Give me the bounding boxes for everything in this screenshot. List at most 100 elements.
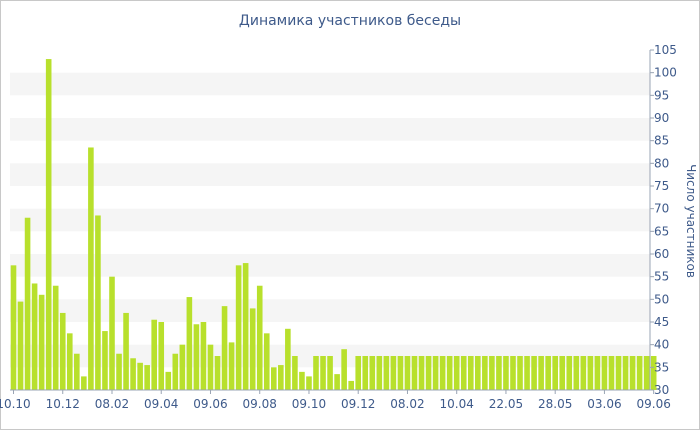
bar xyxy=(475,356,481,390)
bar xyxy=(207,344,214,390)
x-axis: 10.10 10.12 08.02 09.04 09.06 09.08 09.10 09.12… xyxy=(0,389,671,411)
y-tick-label: 70 xyxy=(654,202,669,216)
bar xyxy=(165,371,172,390)
x-tick-label: 10.12 xyxy=(46,397,80,411)
bar xyxy=(88,147,94,390)
bar xyxy=(52,285,59,390)
y-tick-label: 35 xyxy=(654,360,669,374)
bar xyxy=(397,356,404,390)
x-tick-label: 28.05 xyxy=(538,397,572,411)
bar xyxy=(172,353,179,390)
x-tick-label: 10.04 xyxy=(440,397,474,411)
bar xyxy=(566,356,573,390)
bar xyxy=(446,356,453,390)
bar xyxy=(355,356,362,390)
bar xyxy=(66,333,73,390)
y-tick-label: 40 xyxy=(654,338,669,352)
y-tick-label: 80 xyxy=(654,156,669,170)
bar xyxy=(193,324,200,390)
x-tick-label: 09.08 xyxy=(243,397,277,411)
x-tick-label: 03.06 xyxy=(587,397,621,411)
y-tick-label: 105 xyxy=(654,43,677,57)
bar xyxy=(460,356,467,390)
grid-band xyxy=(10,299,650,322)
bar xyxy=(45,59,52,390)
bar xyxy=(271,367,277,390)
bar xyxy=(559,356,566,390)
y-tick-label: 85 xyxy=(654,134,669,148)
y-tick-label: 60 xyxy=(654,247,669,261)
bar xyxy=(601,356,608,390)
bar xyxy=(594,356,601,390)
bar xyxy=(580,356,587,390)
bar xyxy=(545,356,551,390)
x-tick-label: 09.06 xyxy=(637,397,671,411)
bar xyxy=(109,276,115,390)
bar xyxy=(313,356,319,390)
bar xyxy=(235,265,242,390)
bar xyxy=(650,356,657,390)
chart-title: Динамика участников беседы xyxy=(238,13,462,29)
grid-bands xyxy=(10,72,650,368)
grid-band xyxy=(10,208,650,232)
y-tick-label: 90 xyxy=(654,111,669,125)
y-tick-label: 65 xyxy=(654,224,669,238)
bar xyxy=(425,356,432,390)
grid-band xyxy=(10,163,650,186)
bar xyxy=(404,356,411,390)
bar xyxy=(510,356,516,390)
bar xyxy=(186,297,193,390)
bar xyxy=(306,376,312,390)
x-tick-label: 09.04 xyxy=(144,397,178,411)
bar xyxy=(200,322,207,390)
bar xyxy=(587,356,594,390)
bar xyxy=(496,356,502,390)
bar xyxy=(130,358,136,390)
bar xyxy=(615,356,622,390)
bar xyxy=(418,356,425,390)
x-tick-label: 09.06 xyxy=(193,397,227,411)
bar xyxy=(341,349,347,390)
bar xyxy=(221,306,228,390)
y-tick-label: 55 xyxy=(654,270,669,284)
bar xyxy=(17,301,24,390)
bar xyxy=(256,285,263,390)
bar xyxy=(242,263,249,390)
bar xyxy=(31,283,38,390)
bar xyxy=(144,365,150,390)
y-tick-label: 75 xyxy=(654,179,669,193)
bar xyxy=(116,353,122,390)
bar xyxy=(489,356,495,390)
bars xyxy=(10,59,657,390)
bar xyxy=(214,356,221,390)
bar xyxy=(362,356,369,390)
bar xyxy=(376,356,383,390)
bar xyxy=(432,356,439,390)
bar xyxy=(334,374,340,390)
y-tick-label: 95 xyxy=(654,88,669,102)
bar xyxy=(299,371,305,390)
bar xyxy=(348,380,354,390)
bar xyxy=(158,322,165,390)
bar xyxy=(123,312,129,390)
bar xyxy=(10,265,17,390)
x-tick-label: 08.02 xyxy=(95,397,129,411)
y-tick-label: 30 xyxy=(654,383,669,397)
bar xyxy=(320,356,326,390)
grid-band xyxy=(10,72,650,96)
x-tick-label: 09.10 xyxy=(292,397,326,411)
bar xyxy=(524,356,530,390)
x-tick-label: 09.12 xyxy=(341,397,375,411)
bar xyxy=(327,356,333,390)
bar xyxy=(517,356,523,390)
bar xyxy=(552,356,558,390)
bar xyxy=(383,356,390,390)
bar xyxy=(503,356,509,390)
y-axis: 30 35 40 45 50 55 60 65 70 75 80 85 90 95 100 105 xyxy=(649,43,677,397)
bar xyxy=(263,333,270,390)
y-tick-label: 45 xyxy=(654,315,669,329)
bar xyxy=(59,312,66,390)
bar xyxy=(622,356,629,390)
bar xyxy=(95,215,101,390)
x-tick-label: 10.10 xyxy=(0,397,31,411)
